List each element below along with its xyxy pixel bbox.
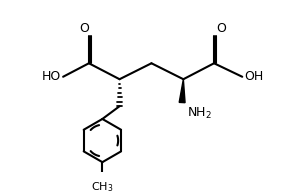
Text: CH$_3$: CH$_3$ xyxy=(91,181,114,194)
Text: HO: HO xyxy=(41,70,61,83)
Text: O: O xyxy=(80,22,89,35)
Polygon shape xyxy=(179,79,185,103)
Text: O: O xyxy=(216,22,226,35)
Text: OH: OH xyxy=(245,70,264,83)
Text: NH$_2$: NH$_2$ xyxy=(187,106,212,121)
